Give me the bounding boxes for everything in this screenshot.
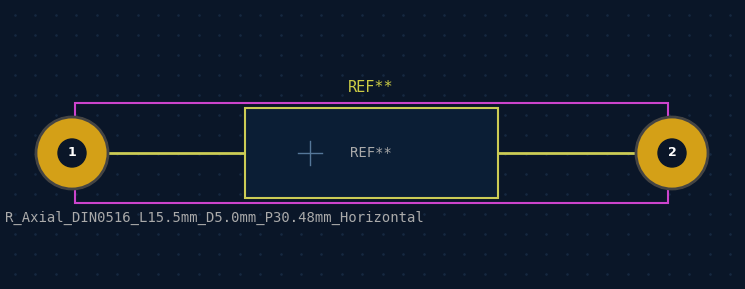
Ellipse shape	[636, 117, 708, 189]
Text: REF**: REF**	[350, 146, 392, 160]
Bar	[245, 108, 498, 198]
Ellipse shape	[58, 139, 86, 167]
Text: 2: 2	[668, 147, 676, 160]
Bar	[75, 103, 668, 203]
Text: 1: 1	[68, 147, 77, 160]
Text: REF**: REF**	[348, 81, 394, 95]
Ellipse shape	[658, 139, 686, 167]
Ellipse shape	[36, 117, 108, 189]
Text: R_Axial_DIN0516_L15.5mm_D5.0mm_P30.48mm_Horizontal: R_Axial_DIN0516_L15.5mm_D5.0mm_P30.48mm_…	[5, 211, 424, 225]
